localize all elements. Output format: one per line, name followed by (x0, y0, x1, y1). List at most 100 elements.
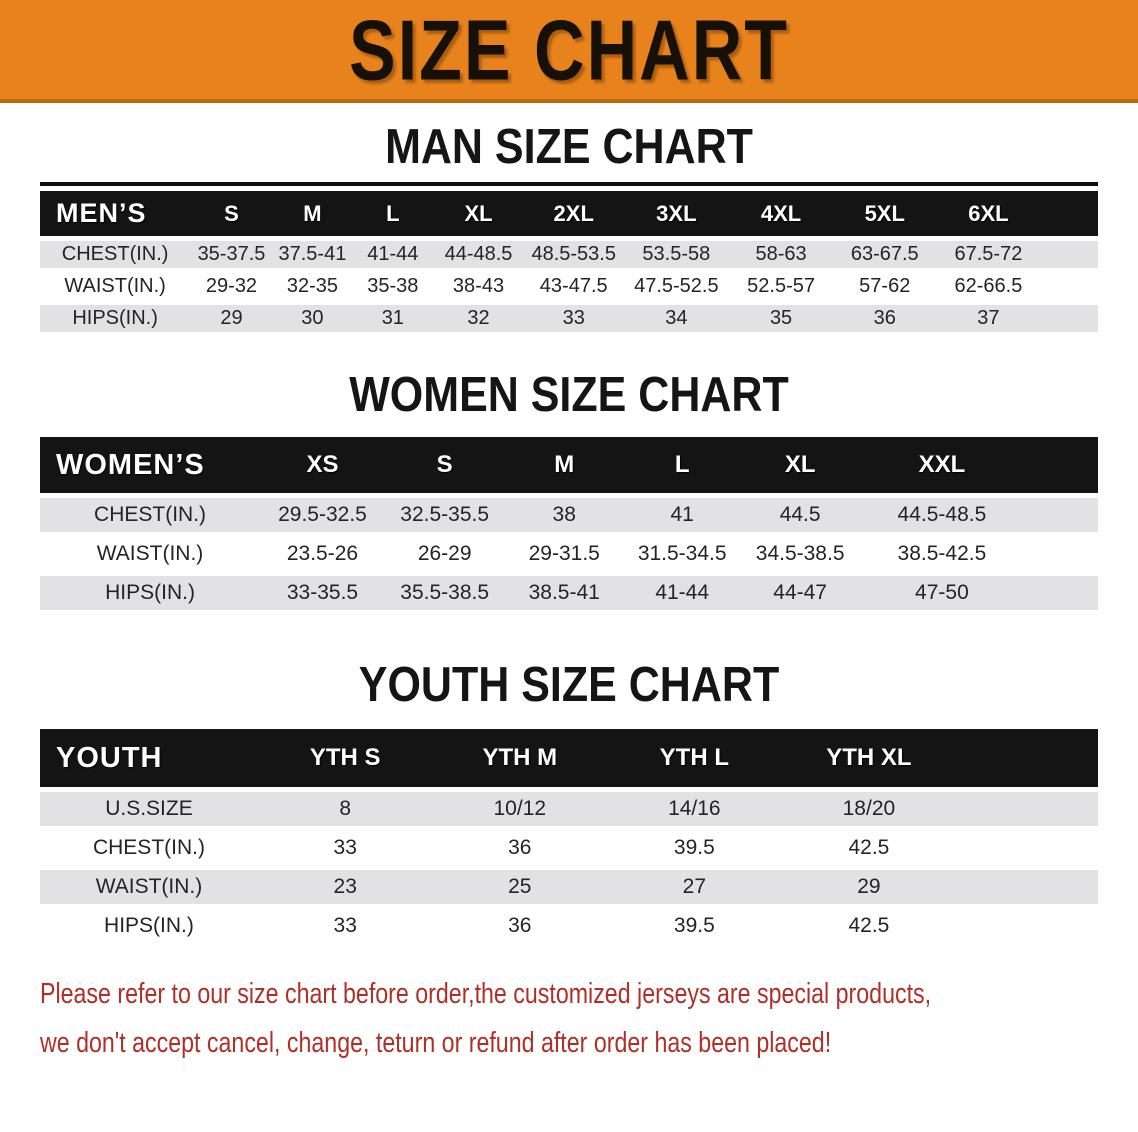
column-header: YTH S (257, 729, 433, 787)
table-row: CHEST(IN.) 35-37.5 37.5-41 41-44 44-48.5 48.5… (40, 241, 1098, 268)
cell-value: 31.5-34.5 (624, 537, 741, 571)
size-chart-banner: SIZE CHART (0, 0, 1138, 103)
youth-size-table: YOUTH YTH S YTH M YTH L YTH XL U.S.SIZE 8 10/12… (40, 724, 1098, 948)
section-heading-women: WOMEN SIZE CHART (0, 367, 1138, 422)
cell-value: 29 (781, 870, 957, 904)
cell-value: 29.5-32.5 (260, 498, 385, 532)
section-heading-men-text: MAN SIZE CHART (385, 119, 753, 175)
row-filler-cell (1040, 305, 1098, 332)
row-filler-cell (1023, 576, 1098, 610)
column-header: XXL (859, 437, 1024, 493)
table-title-cell: WOMEN’S (40, 437, 261, 493)
cell-value: 32.5-35.5 (384, 498, 505, 532)
cell-value: 31 (352, 305, 434, 332)
row-label: HIPS(IN.) (40, 576, 261, 610)
table-row: HIPS(IN.) 29 30 31 32 33 34 35 36 37 (40, 305, 1098, 332)
cell-value: 29 (190, 305, 273, 332)
cell-value: 47-50 (859, 576, 1024, 610)
row-label: CHEST(IN.) (40, 498, 261, 532)
row-label: WAIST(IN.) (40, 273, 191, 300)
cell-value: 37 (936, 305, 1041, 332)
table-header-row: MEN’S S M L XL 2XL 3XL 4XL 5XL 6XL (40, 191, 1098, 236)
table-row: HIPS(IN.) 33-35.5 35.5-38.5 38.5-41 41-44 44-… (40, 576, 1098, 610)
table-row: WAIST(IN.) 23 25 27 29 (40, 870, 1098, 904)
cell-value: 53.5-58 (623, 241, 729, 268)
column-header: XL (740, 437, 860, 493)
cell-value: 41-44 (352, 241, 434, 268)
cell-value: 18/20 (781, 792, 957, 826)
section-men: MAN SIZE CHART MEN’S S M L XL 2XL 3XL 4XL 5XL 6XL… (0, 119, 1138, 337)
cell-value: 48.5-53.5 (523, 241, 624, 268)
header-filler-cell (1023, 437, 1098, 493)
banner-title: SIZE CHART (349, 1, 789, 98)
row-filler-cell (1040, 273, 1098, 300)
table-title-cell: MEN’S (40, 191, 191, 236)
row-label: WAIST(IN.) (40, 870, 258, 904)
section-youth: YOUTH SIZE CHART YOUTH YTH S YTH M YTH L YTH… (0, 657, 1138, 948)
table-header-row: WOMEN’S XS S M L XL XXL (40, 437, 1098, 493)
cell-value: 33-35.5 (260, 576, 385, 610)
cell-value: 34 (623, 305, 729, 332)
cell-value: 41-44 (624, 576, 741, 610)
table-row: WAIST(IN.) 29-32 32-35 35-38 38-43 43-47.5 47.… (40, 273, 1098, 300)
column-header: 2XL (523, 191, 624, 236)
header-filler-cell (1040, 191, 1098, 236)
column-header: L (624, 437, 741, 493)
cell-value: 29-31.5 (504, 537, 624, 571)
column-header: L (352, 191, 434, 236)
cell-value: 38-43 (433, 273, 524, 300)
cell-value: 27 (607, 870, 782, 904)
table-header-row: YOUTH YTH S YTH M YTH L YTH XL (40, 729, 1098, 787)
row-filler-cell (956, 909, 1098, 943)
cell-value: 29-32 (190, 273, 273, 300)
disclaimer-line-1: Please refer to our size chart before or… (40, 978, 932, 1010)
cell-value: 42.5 (781, 909, 957, 943)
cell-value: 67.5-72 (936, 241, 1041, 268)
column-header: YTH XL (781, 729, 957, 787)
table-top-rule (40, 182, 1098, 186)
cell-value: 41 (624, 498, 741, 532)
row-label: U.S.SIZE (40, 792, 258, 826)
table-row: WAIST(IN.) 23.5-26 26-29 29-31.5 31.5-34.5 34… (40, 537, 1098, 571)
column-header: M (504, 437, 624, 493)
column-header: YTH L (607, 729, 782, 787)
cell-value: 32 (433, 305, 524, 332)
cell-value: 14/16 (607, 792, 782, 826)
disclaimer-line-2: we don't accept cancel, change, teturn o… (40, 1027, 832, 1059)
row-label: WAIST(IN.) (40, 537, 261, 571)
cell-value: 37.5-41 (272, 241, 353, 268)
cell-value: 32-35 (272, 273, 353, 300)
table-row: CHEST(IN.) 33 36 39.5 42.5 (40, 831, 1098, 865)
disclaimer-text: Please refer to our size chart before or… (0, 970, 1138, 1068)
cell-value: 62-66.5 (936, 273, 1041, 300)
cell-value: 47.5-52.5 (623, 273, 729, 300)
row-label: CHEST(IN.) (40, 831, 258, 865)
youth-size-table-container: YOUTH YTH S YTH M YTH L YTH XL U.S.SIZE 8 10/12… (0, 724, 1138, 948)
column-header: S (384, 437, 505, 493)
cell-value: 35 (728, 305, 834, 332)
cell-value: 8 (257, 792, 433, 826)
cell-value: 43-47.5 (523, 273, 624, 300)
womens-size-table: WOMEN’S XS S M L XL XXL CHEST(IN.) 29.5-32.5 32.5… (40, 432, 1098, 615)
cell-value: 63-67.5 (833, 241, 937, 268)
section-heading-youth: YOUTH SIZE CHART (0, 657, 1138, 712)
mens-size-table: MEN’S S M L XL 2XL 3XL 4XL 5XL 6XL CHEST(IN.) 35-37… (40, 186, 1098, 337)
cell-value: 34.5-38.5 (740, 537, 860, 571)
cell-value: 25 (432, 870, 608, 904)
column-header: M (272, 191, 353, 236)
table-row: HIPS(IN.) 33 36 39.5 42.5 (40, 909, 1098, 943)
cell-value: 35-37.5 (190, 241, 273, 268)
row-filler-cell (956, 792, 1098, 826)
cell-value: 33 (257, 831, 433, 865)
cell-value: 23 (257, 870, 433, 904)
cell-value: 52.5-57 (728, 273, 834, 300)
column-header: 3XL (623, 191, 729, 236)
table-row: U.S.SIZE 8 10/12 14/16 18/20 (40, 792, 1098, 826)
cell-value: 57-62 (833, 273, 937, 300)
cell-value: 33 (257, 909, 433, 943)
cell-value: 23.5-26 (260, 537, 385, 571)
cell-value: 10/12 (432, 792, 608, 826)
section-women: WOMEN SIZE CHART WOMEN’S XS S M L XL XXL CHEST(… (0, 367, 1138, 615)
cell-value: 39.5 (607, 909, 782, 943)
cell-value: 36 (833, 305, 937, 332)
